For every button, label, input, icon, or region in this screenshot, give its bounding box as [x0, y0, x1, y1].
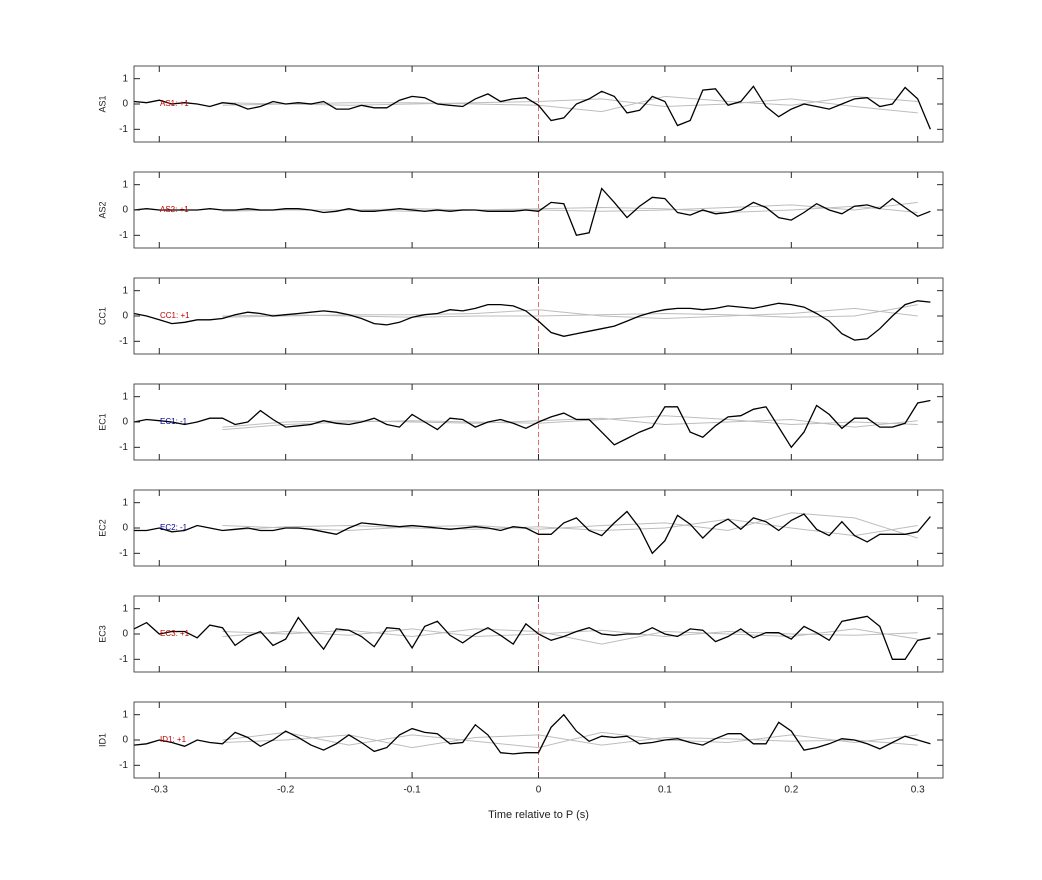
y-axis-label: EC1	[97, 413, 107, 431]
y-tick-label: 0	[122, 311, 128, 322]
y-tick-label: 1	[122, 497, 128, 508]
trace-annotation: ID1: +1	[160, 735, 187, 744]
y-tick-label: 1	[122, 73, 128, 84]
y-tick-label: 1	[122, 179, 128, 190]
background-trace	[222, 304, 918, 318]
trace	[133, 300, 931, 341]
trace-annotation: AS2: +1	[160, 205, 189, 214]
background-trace	[222, 628, 918, 638]
y-axis-label: ID1	[97, 733, 107, 747]
y-axis-label: AS1	[97, 95, 107, 112]
y-tick-label: 1	[122, 603, 128, 614]
x-tick-label: -0.2	[277, 785, 295, 796]
x-tick-label: 0.2	[784, 785, 798, 796]
background-trace	[222, 734, 918, 749]
y-tick-label: 0	[122, 417, 128, 428]
background-trace	[222, 307, 918, 320]
x-axis-label: Time relative to P (s)	[488, 809, 589, 821]
trace	[134, 510, 931, 555]
y-axis-label: AS2	[97, 201, 107, 218]
x-tick-label: -0.3	[151, 785, 169, 796]
x-tick-label: 0	[536, 785, 542, 796]
trace-annotation: EC1: -1	[160, 417, 188, 426]
y-tick-label: -1	[119, 336, 128, 347]
background-trace	[222, 417, 918, 428]
trace	[133, 85, 931, 130]
y-tick-label: 0	[122, 523, 128, 534]
y-tick-label: 1	[122, 709, 128, 720]
y-tick-label: 0	[122, 205, 128, 216]
y-tick-label: -1	[119, 442, 128, 453]
y-axis-label: CC1	[97, 307, 107, 325]
background-trace	[222, 415, 918, 431]
x-tick-label: -0.1	[403, 785, 421, 796]
trace	[133, 399, 931, 449]
y-tick-label: 0	[122, 99, 128, 110]
y-tick-label: -1	[119, 124, 128, 135]
y-tick-label: -1	[119, 230, 128, 241]
trace	[133, 615, 931, 660]
trace-annotation: AS1: +1	[160, 99, 189, 108]
background-trace	[222, 95, 918, 113]
y-tick-label: -1	[119, 760, 128, 771]
background-trace	[222, 628, 918, 645]
background-trace	[222, 205, 918, 214]
y-tick-label: 1	[122, 285, 128, 296]
background-trace	[222, 98, 918, 114]
y-axis-label: EC3	[97, 625, 107, 643]
y-tick-label: -1	[119, 654, 128, 665]
background-trace	[222, 518, 918, 537]
x-tick-label: 0.1	[658, 785, 672, 796]
y-tick-label: 0	[122, 735, 128, 746]
y-tick-label: -1	[119, 548, 128, 559]
x-tick-label: 0.3	[911, 785, 925, 796]
trace	[133, 713, 931, 755]
trace-annotation: EC2: -1	[160, 523, 188, 532]
background-trace	[222, 512, 918, 539]
y-axis-label: EC2	[97, 519, 107, 537]
y-tick-label: 0	[122, 629, 128, 640]
y-tick-label: 1	[122, 391, 128, 402]
trace	[133, 187, 931, 237]
trace-annotation: EC3: +1	[160, 629, 190, 638]
trace-annotation: CC1: +1	[160, 311, 190, 320]
